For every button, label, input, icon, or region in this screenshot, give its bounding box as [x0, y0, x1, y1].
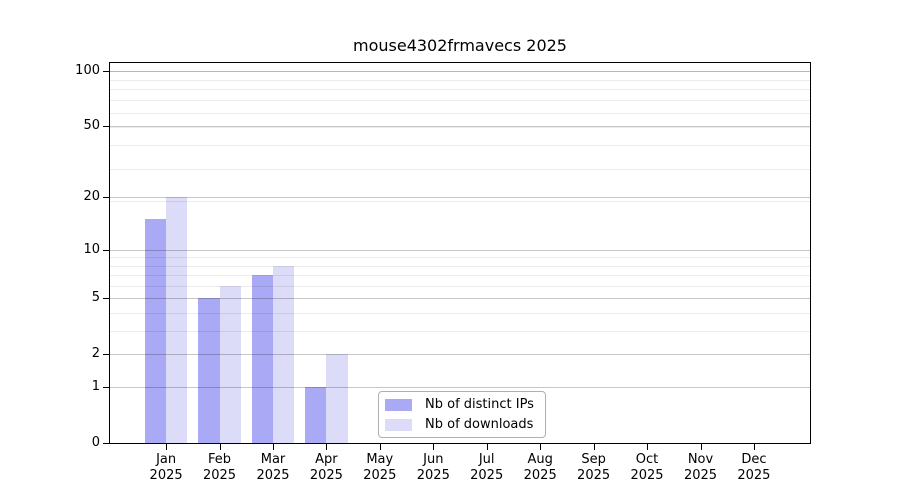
x-tick-label: Sep 2025	[577, 452, 611, 483]
y-axis-tick	[103, 387, 110, 389]
y-minor-gridline	[110, 89, 810, 91]
bar-distinct-ips-feb	[198, 298, 220, 443]
x-axis-tick	[540, 443, 542, 450]
legend-label-distinct-ips: Nb of distinct IPs	[425, 397, 534, 412]
y-tick-label: 50	[83, 117, 100, 133]
y-major-gridline	[110, 70, 810, 72]
y-minor-gridline	[110, 145, 810, 147]
y-minor-gridline	[110, 127, 810, 129]
x-tick-label: Apr 2025	[309, 452, 343, 483]
x-tick-label: Feb 2025	[202, 452, 237, 483]
y-tick-label: 20	[83, 189, 100, 205]
x-axis-tick	[753, 443, 755, 450]
x-tick-label: Mar 2025	[256, 452, 290, 483]
y-minor-gridline	[110, 201, 810, 203]
y-minor-gridline	[110, 168, 810, 170]
chart-title: mouse4302frmavecs 2025	[353, 36, 567, 55]
x-axis-tick	[647, 443, 648, 450]
x-tick-label: Jan 2025	[149, 452, 183, 483]
x-tick-label: Dec 2025	[737, 452, 771, 483]
y-axis-tick	[103, 70, 110, 72]
y-axis-tick	[103, 443, 110, 444]
y-minor-gridline	[110, 331, 810, 333]
y-minor-gridline	[110, 275, 810, 277]
y-major-gridline	[110, 197, 810, 199]
x-axis-tick	[166, 443, 168, 450]
y-minor-gridline	[110, 71, 810, 73]
x-axis-tick	[486, 443, 488, 450]
y-major-gridline	[110, 249, 810, 251]
x-axis-tick	[273, 443, 274, 450]
y-minor-gridline	[110, 79, 810, 81]
bar-distinct-ips-jan	[144, 219, 167, 443]
y-axis-tick	[103, 197, 110, 199]
y-minor-gridline	[110, 100, 810, 102]
bar-downloads-mar	[273, 265, 295, 443]
x-tick-label: Nov 2025	[683, 452, 718, 483]
y-tick-label: 5	[91, 290, 100, 306]
y-axis-tick	[103, 249, 110, 251]
legend-label-downloads: Nb of downloads	[425, 417, 534, 432]
x-tick-label: Aug 2025	[523, 452, 557, 483]
y-tick-label: 1	[91, 379, 100, 395]
legend-item-distinct-ips: Nb of distinct IPs	[385, 397, 539, 412]
y-major-gridline	[110, 387, 810, 389]
y-major-gridline	[110, 354, 810, 356]
y-axis-tick	[103, 125, 110, 127]
y-tick-label: 0	[91, 435, 100, 450]
y-minor-gridline	[110, 257, 810, 259]
y-major-gridline	[110, 125, 810, 127]
x-tick-label: Jul 2025	[470, 452, 504, 483]
y-axis-tick	[103, 354, 110, 356]
bar-distinct-ips-apr	[305, 387, 327, 443]
plot-area: 0 1 2 5 10 20 50 100 Jan 2025 Feb 2025 Mar 2025 Apr…	[75, 62, 811, 483]
x-axis-tick	[379, 443, 381, 450]
y-tick-label: 10	[83, 241, 100, 257]
x-tick-label: May 2025	[363, 452, 397, 483]
bar-distinct-ips-mar	[251, 275, 273, 443]
y-minor-gridline	[110, 112, 810, 114]
x-tick-label: Oct 2025	[630, 452, 664, 483]
y-tick-label: 100	[75, 62, 100, 78]
y-minor-gridline	[110, 265, 810, 267]
bar-downloads-feb	[219, 286, 241, 443]
legend-swatch-downloads	[385, 418, 412, 431]
x-axis-tick	[433, 443, 435, 450]
legend-item-downloads: Nb of downloads	[385, 417, 539, 432]
legend-swatch-distinct-ips	[385, 398, 412, 411]
legend: Nb of distinct IPs Nb of downloads	[378, 391, 546, 438]
x-axis-tick	[326, 443, 328, 450]
y-tick-label: 2	[91, 346, 100, 362]
x-axis-tick	[593, 443, 595, 450]
y-major-gridline	[110, 298, 810, 300]
bar-downloads-apr	[326, 354, 348, 443]
y-minor-gridline	[110, 313, 810, 315]
y-axis-tick	[103, 298, 110, 300]
bar-downloads-jan	[166, 197, 188, 443]
x-axis-tick	[700, 443, 702, 450]
x-axis-tick	[219, 443, 221, 450]
y-minor-gridline	[110, 286, 810, 287]
x-tick-label: Jun 2025	[416, 452, 450, 483]
